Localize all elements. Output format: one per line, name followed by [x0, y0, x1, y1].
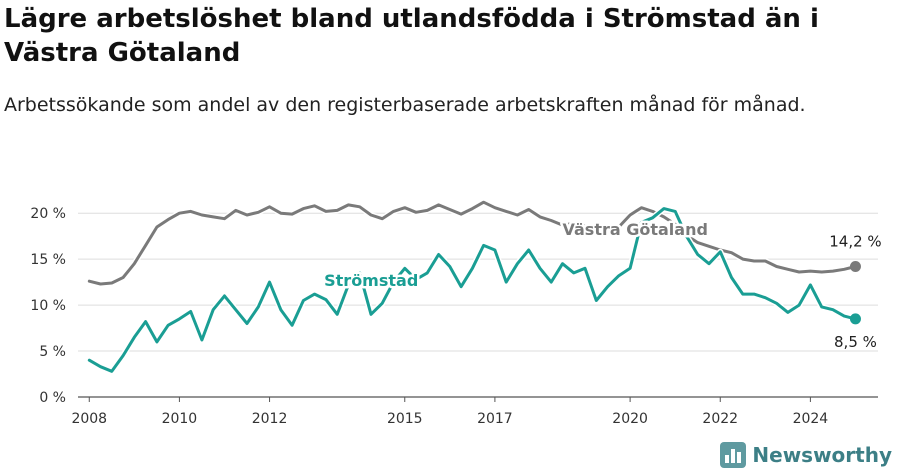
series-label-halo: Västra Götaland [563, 220, 708, 239]
grid-lines [78, 212, 878, 398]
series-line-0 [87, 200, 857, 286]
chart-subtitle: Arbetssökande som andel av den registerb… [4, 94, 806, 116]
y-tick-label: 10 % [30, 298, 66, 314]
x-tick-label: 2022 [702, 411, 738, 427]
x-tick-label: 2024 [793, 411, 829, 427]
x-tick-label: 2017 [477, 411, 513, 427]
y-tick-label: 5 % [39, 344, 66, 360]
series-lines [87, 199, 861, 375]
series-label: Västra Götaland [563, 220, 708, 239]
series-label-halo: Strömstad [324, 271, 418, 290]
series-label: Strömstad [324, 271, 418, 290]
y-tick-label: 0 % [39, 390, 66, 406]
axes: 0 % 5 % 10 % 15 % 20 % 2008 2010 2012 2015 2017 20… [30, 206, 828, 427]
end-value-label: 8,5 % [834, 333, 877, 351]
x-tick-label: 2010 [162, 411, 198, 427]
bar-chart-icon [720, 442, 747, 468]
x-tick-label: 2015 [387, 411, 423, 427]
x-tick-label: 2012 [252, 411, 288, 427]
x-tick-label: 2020 [612, 411, 648, 427]
chart-title: Lägre arbetslöshet bland utlandsfödda i … [4, 4, 819, 68]
y-tick-label: 15 % [30, 252, 66, 268]
end-point-marker [849, 260, 861, 272]
series-line-1 [87, 207, 857, 373]
end-point-marker [849, 313, 861, 325]
end-value-label: 14,2 % [829, 232, 881, 250]
x-tick-label: 2008 [71, 411, 107, 427]
brand-name: Newsworthy [752, 443, 892, 467]
brand: Newsworthy [720, 442, 892, 468]
y-tick-label: 20 % [30, 206, 66, 222]
